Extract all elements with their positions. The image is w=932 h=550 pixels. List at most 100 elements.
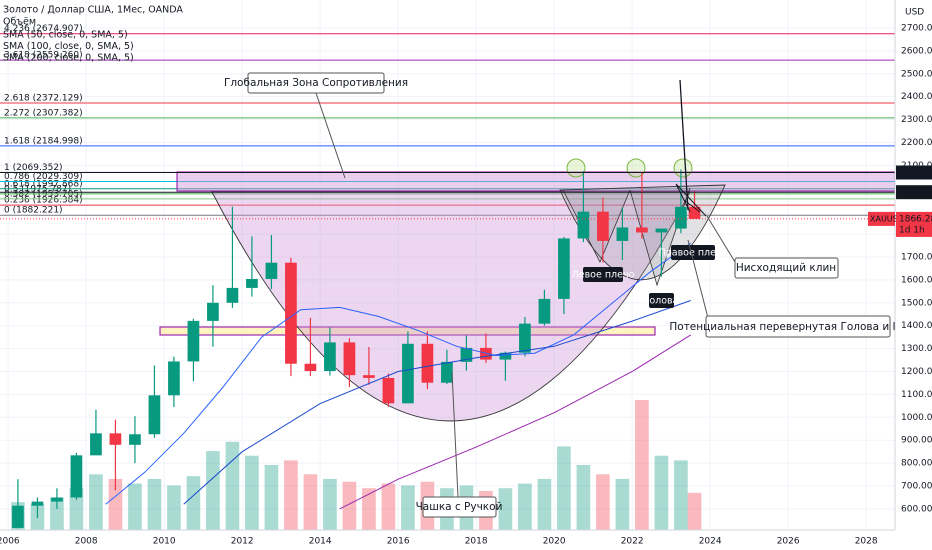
callout-text: Глобальная Зона Сопротивления: [224, 77, 408, 89]
y-tick-label: 1600.00: [901, 275, 932, 285]
volume-bar: [342, 481, 357, 530]
callout-box: [705, 315, 891, 338]
marker-circle: [566, 158, 586, 178]
volume-bar: [537, 478, 552, 530]
volume-bar: [108, 478, 123, 530]
x-tick-label: 2018: [465, 537, 488, 547]
chart-title: Золото / Доллар США, 1Мес, OANDA: [3, 5, 183, 16]
callout-box: [734, 257, 839, 279]
price-tag: [896, 165, 932, 180]
x-tick-label: 2008: [75, 537, 98, 547]
legend-entry: SMA (100, close, 0, SMA, 5): [3, 41, 134, 52]
x-tick-label: 2020: [543, 537, 566, 547]
pointer: [706, 215, 736, 263]
price-tag: [896, 211, 932, 237]
fib-label: 4.236 (2674.907): [4, 24, 83, 34]
x-tick-label: 2024: [699, 537, 722, 547]
candle-body: [616, 227, 629, 241]
symbol-tag-text: XAUUSD: [870, 214, 904, 223]
volume-bar: [674, 460, 688, 530]
candle-body: [31, 501, 44, 506]
data-layer: [0, 169, 895, 529]
volume-bar: [635, 400, 649, 530]
pointer: [687, 239, 709, 319]
volume-bar: [654, 455, 669, 530]
candle-body: [285, 262, 297, 364]
x-tick-label: 2028: [855, 537, 878, 547]
x-tick-label: 2022: [621, 537, 644, 547]
price-tag-text: 2068.858: [899, 168, 932, 178]
candle-body: [402, 343, 414, 404]
x-tick-label: 2012: [231, 537, 254, 547]
y-tick-label: 2400.00: [901, 92, 932, 102]
volume-bar: [50, 497, 64, 530]
axis-bg: [895, 0, 932, 530]
candle-body: [558, 238, 570, 299]
candle-body: [168, 361, 180, 396]
fib-label: 0.5 (1975.787): [4, 184, 71, 194]
fib-label: 1 (2069.352): [4, 163, 63, 173]
volume-bar: [89, 474, 103, 530]
volume-bar: [264, 465, 279, 530]
pointer: [451, 371, 459, 498]
pointer: [315, 92, 346, 179]
fib-label: 0.236 (1926.384): [4, 196, 83, 206]
y-tick-label: 800.00: [901, 459, 932, 469]
callout-text: Потенциальная перевернутая Голова и Плеч…: [669, 321, 926, 333]
candle-body: [324, 342, 336, 372]
y-tick-label: 1400.00: [901, 321, 932, 331]
volume-bar: [596, 474, 610, 530]
candle-body: [12, 505, 24, 528]
y-tick-label: 600.00: [901, 504, 932, 514]
callout-text: Чашка с Ручкой: [416, 501, 503, 513]
symbol-tag: [868, 211, 895, 226]
volume-bar: [687, 492, 702, 530]
sma-line: [339, 334, 691, 510]
candle-body: [460, 347, 473, 362]
candle-body: [109, 433, 122, 445]
candle-body: [51, 497, 63, 502]
candle-body: [597, 211, 609, 241]
background-layer: 0 (1882.221)0.236 (1926.384)0.382 (1953.…: [0, 0, 895, 530]
volume-bar: [615, 478, 630, 530]
label-box: [649, 293, 674, 308]
volume-bar: [225, 441, 240, 530]
y-tick-label: 2300.00: [901, 115, 932, 125]
fib-label: 0.618 (1997.868): [4, 179, 83, 189]
candle-body: [441, 361, 453, 383]
fib-label: 1.618 (2184.998): [4, 136, 83, 146]
legend: Золото / Доллар США, 1Мес, OANDA Объём S…: [3, 5, 183, 64]
y-tick-label: 2200.00: [901, 138, 932, 148]
volume-bar: [186, 476, 201, 530]
x-tick-label: 2006: [0, 537, 20, 547]
y-tick-label: 2600.00: [901, 46, 932, 56]
label-text: Голова: [644, 296, 679, 307]
candle-body: [363, 375, 375, 378]
candle-body: [421, 343, 434, 383]
label-text: Левое плечо: [572, 270, 635, 281]
sma-line: [105, 242, 691, 505]
candle-body: [480, 347, 492, 360]
volume-bar: [576, 465, 591, 530]
volume-bar: [557, 446, 571, 530]
y-tick-label: 1500.00: [901, 298, 932, 308]
volume-bar: [245, 455, 259, 530]
callout-text: Нисходящий клин: [736, 262, 836, 274]
sma-line: [183, 300, 691, 505]
candle-body: [265, 262, 278, 279]
x-tick-label: 2010: [153, 537, 176, 547]
callout-box: [247, 72, 385, 94]
candle-body: [207, 302, 219, 321]
y-tick-label: 700.00: [901, 482, 932, 492]
price-tag-text: 1982.857: [899, 188, 932, 198]
x-tick-label: 2026: [777, 537, 800, 547]
fib-label: 0 (1882.221): [4, 206, 63, 216]
y-tick-label: 2500.00: [901, 69, 932, 79]
volume-bar: [323, 478, 337, 530]
legend-entry: SMA (200, close, 0, SMA, 5): [3, 53, 134, 64]
arrow-line: [679, 79, 689, 211]
y-tick-label: 1100.00: [901, 390, 932, 400]
candle-body: [655, 228, 668, 233]
